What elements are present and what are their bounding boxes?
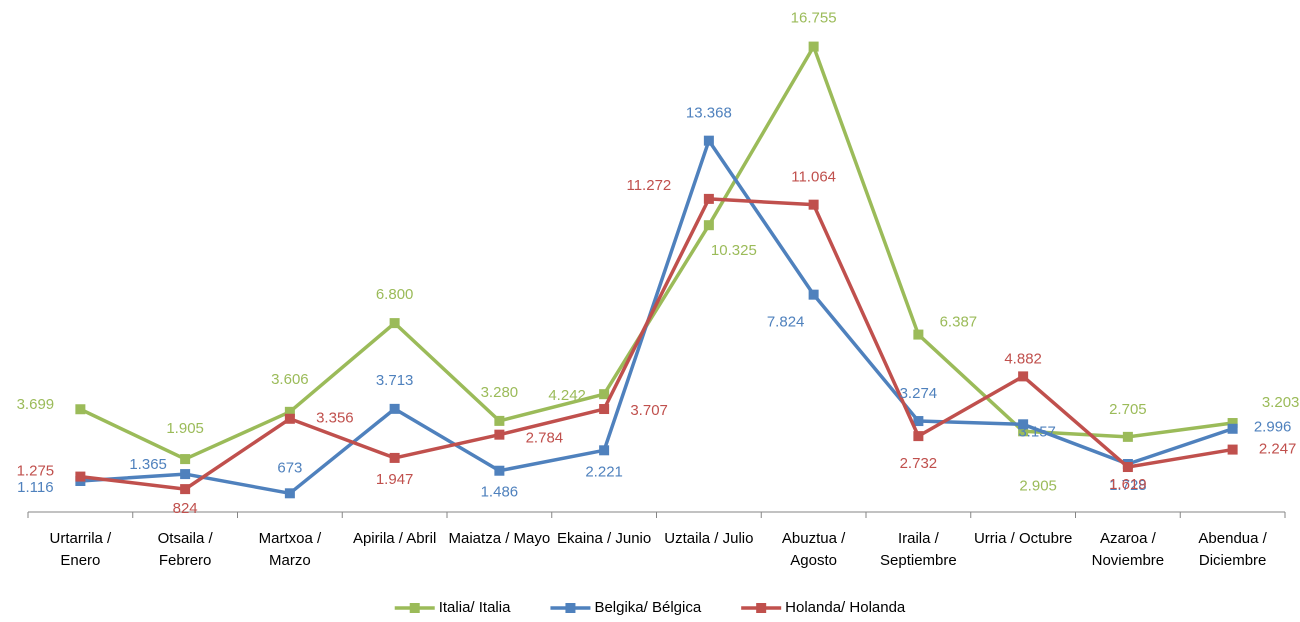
data-point [599, 445, 610, 456]
series-line [80, 138, 1234, 496]
data-label: 824 [173, 500, 198, 517]
x-tick-label: Otsaila / Febrero [157, 530, 213, 569]
data-point [1122, 462, 1133, 473]
data-label: 13.368 [686, 105, 732, 122]
data-label: 16.755 [791, 10, 837, 27]
legend-marker [565, 603, 576, 613]
data-label: 1.116 [17, 479, 53, 496]
data-point [1018, 426, 1029, 437]
data-label: 3.606 [271, 371, 309, 388]
data-label: 673 [277, 459, 302, 476]
data-point [389, 403, 400, 414]
data-label: 3.274 [900, 385, 938, 402]
data-point [494, 429, 505, 440]
data-label: 1.728 [1109, 477, 1147, 494]
data-point [180, 469, 191, 480]
data-label: 11.272 [626, 177, 671, 194]
data-point [1122, 431, 1133, 442]
x-tick-label: Iraila / Septiembre [880, 530, 957, 569]
data-point [1227, 418, 1238, 429]
data-label: 2.905 [1019, 477, 1057, 494]
data-label: 3.707 [630, 402, 668, 419]
data-label: 7.824 [767, 314, 805, 331]
x-tick-label: Maiatza / Mayo [448, 530, 551, 547]
data-point [284, 413, 295, 424]
data-point [1227, 444, 1238, 455]
data-label: 3.280 [481, 384, 519, 401]
data-label: 2.784 [526, 430, 564, 447]
x-tick-label: Apirila / Abril [352, 530, 437, 547]
data-label: 11.064 [791, 169, 836, 186]
x-tick-label: Urria / Octubre [973, 530, 1073, 547]
data-label: 1.486 [481, 484, 519, 501]
data-point [1018, 419, 1029, 430]
data-point [1018, 371, 1029, 382]
data-label: 1.365 [129, 456, 167, 473]
data-label: 3.356 [316, 410, 354, 427]
x-tick-label: Martxoa / Marzo [258, 530, 322, 569]
x-tick-label: Azaroa / Noviembre [1091, 530, 1165, 569]
data-point [913, 416, 924, 427]
data-point [808, 199, 819, 210]
data-label: 6.800 [376, 286, 414, 303]
data-point [808, 41, 819, 52]
data-point [494, 465, 505, 476]
data-label: 1.275 [17, 463, 55, 480]
data-label: 4.242 [548, 387, 586, 404]
data-point [389, 318, 400, 329]
data-point [389, 452, 400, 463]
x-tick-label: Abendua / Diciembre [1198, 530, 1267, 569]
data-label: 1.905 [166, 420, 204, 437]
data-label: 2.732 [900, 455, 938, 472]
series-line [79, 44, 1233, 461]
data-point [913, 431, 924, 442]
data-label: 1.619 [1109, 476, 1147, 493]
data-label: 2.705 [1109, 401, 1147, 418]
legend-label: Belgika/ Bélgica [594, 599, 701, 616]
legend-marker [756, 603, 767, 613]
data-point [913, 329, 924, 340]
data-point [75, 404, 86, 415]
data-label: 3.713 [376, 372, 414, 389]
data-label: 3.157 [1018, 423, 1056, 440]
data-point [703, 135, 714, 146]
data-label: 2.221 [585, 463, 623, 480]
data-point [1227, 423, 1238, 434]
x-tick-label: Uztaila / Julio [664, 530, 754, 547]
data-label: 2.247 [1259, 441, 1297, 458]
data-label: 2.996 [1254, 419, 1292, 436]
data-point [808, 289, 819, 300]
data-point [180, 484, 191, 495]
x-tick-label: Ekaina / Junio [557, 530, 652, 547]
data-point [703, 193, 714, 204]
data-point [494, 415, 505, 426]
data-point [180, 454, 191, 465]
data-point [599, 389, 610, 400]
data-label: 10.325 [711, 242, 757, 259]
data-point [75, 471, 86, 482]
data-label: 4.882 [1004, 350, 1042, 367]
x-tick-label: Urtarrila / Enero [49, 530, 112, 569]
legend-label: Holanda/ Holanda [785, 599, 906, 616]
legend-label: Italia/ Italia [439, 599, 511, 616]
data-point [284, 406, 295, 417]
data-point [599, 404, 610, 415]
data-label: 3.203 [1262, 394, 1300, 411]
data-label: 3.699 [17, 396, 55, 413]
legend-marker [409, 603, 420, 613]
series-line [80, 197, 1233, 491]
data-point [284, 488, 295, 499]
data-label: 1.947 [376, 471, 414, 488]
data-point [703, 220, 714, 231]
data-label: 6.387 [940, 314, 978, 331]
x-tick-label: Abuztua / Agosto [781, 530, 846, 569]
